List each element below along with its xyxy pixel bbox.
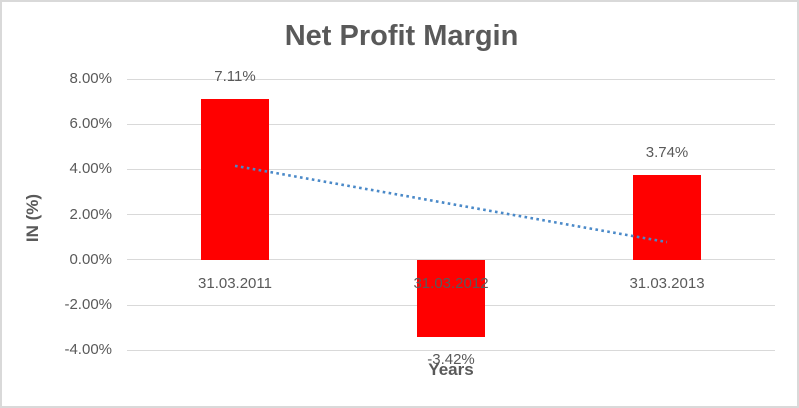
bar-value-label: 3.74% (645, 144, 689, 162)
gridline (127, 349, 775, 351)
y-tick-label: -4.00% (64, 341, 112, 359)
category-label: 31.03.2012 (413, 275, 489, 292)
gridline (127, 123, 775, 125)
bar-31.03.2012 (417, 259, 485, 338)
x-axis-title: Years (428, 360, 474, 379)
y-tick-label: 8.00% (69, 70, 112, 87)
y-tick-label: 6.00% (69, 115, 112, 133)
category-label: 31.03.2013 (629, 275, 705, 292)
bar-value-label: 7.11% (214, 68, 256, 86)
y-tick-label: 2.00% (69, 205, 112, 223)
bar-value-label: -3.42% (427, 351, 475, 369)
trendline-path (234, 164, 668, 244)
y-tick-label: 4.00% (69, 160, 112, 178)
chart-title: Net Profit Margin (284, 20, 519, 52)
y-tick-label: 0.00% (69, 250, 112, 268)
bar-31.03.2013 (633, 175, 701, 260)
y-tick-label: -2.00% (64, 296, 112, 314)
category-label: 31.03.2011 (198, 275, 272, 292)
gridline (127, 78, 775, 80)
bar-31.03.2011 (201, 99, 269, 260)
